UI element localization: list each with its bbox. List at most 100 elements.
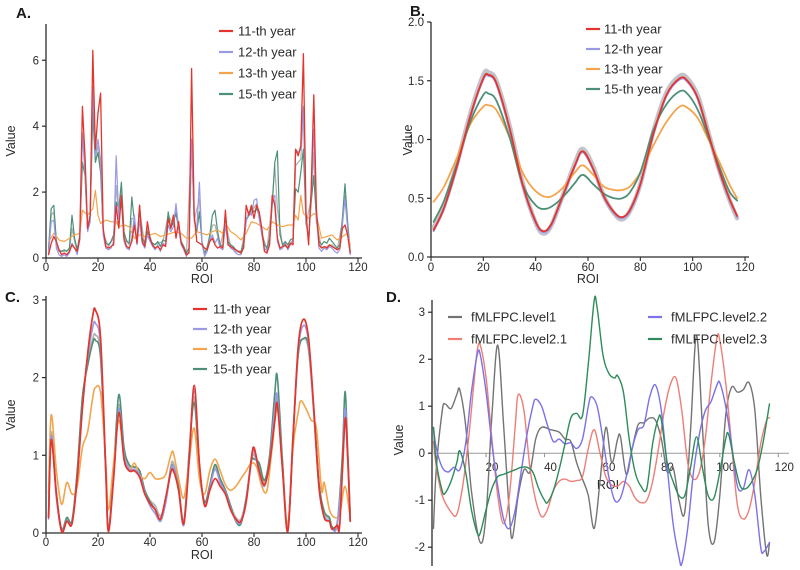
x-tick-label: 80 [248,262,261,274]
x-axis-title: ROI [597,478,619,492]
series-line-fmlfpc-level2-2 [432,349,771,567]
series-line-fmlfpc-level1 [432,334,771,557]
legend-b: 11-th year 12-th year 13-th year 15-th year [586,22,663,97]
panel-label-d: D. [386,289,401,306]
y-tick-label: -1 [415,495,425,507]
legend-label: 12-th year [213,322,272,337]
y-tick-label: 0 [33,253,39,265]
legend-label: 11-th year [604,22,662,37]
x-tick-label: 20 [92,537,105,549]
legend-label: fMLFPC.level2.2 [671,310,767,325]
legend-label: 13-th year [213,342,272,357]
x-tick-label: 20 [92,262,105,274]
x-tick-label: 120 [348,262,367,274]
y-tick-label: 3 [33,295,39,307]
series-line-unlabeled [47,332,352,531]
y-tick-label: 2.0 [408,17,424,29]
x-tick-label: 100 [683,262,702,274]
x-tick-label: 120 [348,537,367,549]
y-tick-label: 1.5 [408,76,424,88]
panel-b: 0.0 0.5 1.0 1.5 2.0 0 20 40 60 80 100 120 ROI Value 11… [401,17,755,286]
series-line-13-th-year [47,384,351,527]
legend-label: 15-th year [604,82,663,97]
x-tick-label: 20 [486,462,499,474]
series-line-15-th-year [48,112,351,254]
series-line-11-th-year [47,49,351,256]
y-tick-label: 0 [33,528,39,540]
y-tick-label: 2 [33,373,39,385]
x-tick-label: 60 [603,462,616,474]
x-tick-label: 120 [735,262,754,274]
series-line-15-th-year [432,89,738,223]
legend-label: 15-th year [213,362,272,377]
series-line-12-th-year [47,320,351,533]
series-line-fmlfpc-level2-1 [432,333,771,525]
x-tick-label: 60 [196,262,209,274]
axes-c: 0 1 2 3 0 20 40 60 80 100 120 [33,295,368,549]
x-axis-title: ROI [191,272,213,286]
y-tick-label: 2 [33,187,39,199]
y-tick-label: 0 [419,448,425,460]
x-tick-label: 40 [529,262,542,274]
legend-label: 13-th year [238,66,297,81]
legend-label: 12-th year [238,45,297,60]
series-line-15-th-year [47,336,351,531]
series-line-13-th-year [432,103,738,203]
x-tick-label: 60 [582,262,595,274]
y-tick-label: 6 [33,55,39,67]
axes-b: 0.0 0.5 1.0 1.5 2.0 0 20 40 60 80 100 120 [408,17,755,274]
legend-label: fMLFPC.level1 [471,310,556,325]
x-tick-label: 20 [477,262,490,274]
series-c [47,307,352,534]
y-tick-label: 4 [33,121,40,133]
series-line-unlabeled [431,68,740,236]
legend-label: 12-th year [604,42,663,57]
legend-c: 11-th year 12-th year 13-th year 15-th year [193,302,272,377]
legend-label: 15-th year [238,87,297,102]
legend-label: 13-th year [604,62,663,77]
legend-label: fMLFPC.level2.3 [671,332,767,347]
legend-a: 11-th year 12-th year 13-th year 15-th year [219,24,297,102]
series-line-11-th-year [47,307,352,534]
y-tick-label: 1.0 [408,135,424,147]
legend-d: fMLFPC.level1 fMLFPC.level2.1 fMLFPC.level… [448,310,767,347]
legend-label: fMLFPC.level2.1 [471,332,567,347]
legend-label: 11-th year [238,24,296,39]
y-tick-label: -2 [415,542,425,554]
x-tick-label: 40 [544,462,557,474]
panel-c: 0 1 2 3 0 20 40 60 80 100 120 ROI Value 11-th year 12-… [4,295,368,562]
x-axis-title: ROI [577,272,599,286]
legend-label: 11-th year [213,302,271,317]
x-tick-label: 80 [248,537,261,549]
y-tick-label: 0.5 [408,193,424,205]
series-d [432,295,771,567]
x-tick-label: 100 [296,537,315,549]
panel-label-c: C. [5,289,20,306]
x-axis-title: ROI [191,548,213,562]
y-axis-title: Value [4,399,18,430]
panel-label-a: A. [16,5,31,22]
x-tick-label: 100 [296,262,315,274]
x-tick-label: 0 [43,537,49,549]
y-tick-label: 1 [419,401,425,413]
x-tick-label: 40 [144,262,157,274]
series-line-11-th-year [432,72,738,233]
y-axis-title: Value [4,125,18,156]
y-tick-label: 2 [419,354,425,366]
y-axis-title: Value [392,424,406,455]
x-tick-label: 120 [775,462,794,474]
x-tick-label: 60 [196,537,209,549]
x-tick-label: 0 [43,262,49,274]
series-a [47,49,351,257]
y-tick-label: 1 [33,450,39,462]
y-axis-title: Value [401,124,415,155]
x-tick-label: 40 [144,537,157,549]
panel-label-b: B. [410,3,425,20]
x-tick-label: 0 [428,262,434,274]
y-tick-label: 3 [419,307,425,319]
y-tick-label: 0.0 [408,252,424,264]
